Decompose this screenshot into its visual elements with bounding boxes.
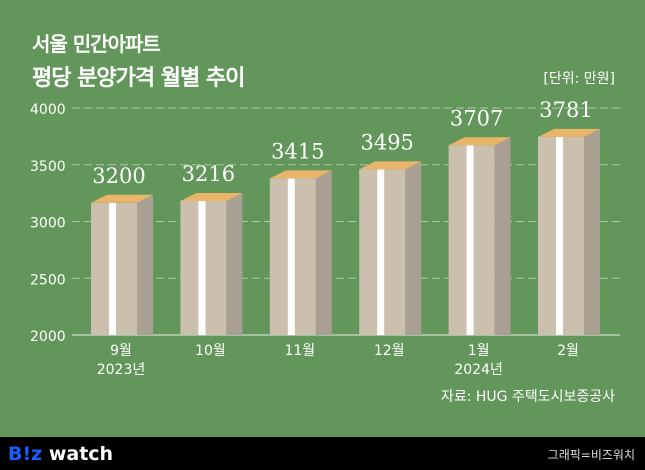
bar-side [226, 192, 243, 335]
bar-band [556, 136, 563, 335]
data-label: 3707 [450, 106, 503, 130]
bar-side [137, 194, 153, 335]
bar-top [91, 194, 153, 203]
y-tick-label: 2500 [30, 272, 66, 288]
bar-side [494, 137, 511, 335]
y-tick-label: 4000 [30, 102, 66, 118]
source-note: 자료: HUG 주택도시보증공사 [440, 389, 615, 405]
bar-top [538, 128, 600, 137]
unit-label: [단위: 만원] [543, 71, 615, 87]
bar-side [584, 128, 600, 335]
x-year-label: 2023년 [97, 362, 146, 378]
bizwatch-logo: B!z watch [8, 443, 114, 465]
y-tick-label: 3500 [30, 159, 66, 175]
x-tick-label: 2월 [557, 343, 579, 359]
data-label: 3781 [539, 98, 592, 122]
data-label: 3200 [92, 164, 145, 188]
x-year-label: 2024년 [454, 362, 503, 378]
data-label: 3216 [182, 162, 235, 186]
x-tick-label: 12월 [374, 343, 405, 359]
x-tick-label: 10월 [195, 343, 226, 359]
graphic-credit: 그래픽=비즈워치 [547, 448, 635, 462]
data-label: 3495 [360, 130, 413, 154]
bar-top [269, 170, 332, 179]
bar-band [466, 145, 474, 335]
chart-title: 서울 민간아파트 [32, 32, 161, 56]
bar-band [287, 178, 295, 335]
footer-bar: B!z watch 그래픽=비즈워치 [0, 437, 645, 470]
bar-top [448, 137, 511, 146]
bar-band [377, 169, 385, 335]
y-tick-label: 2000 [30, 329, 66, 345]
bar-side [315, 170, 332, 335]
bar-chart: 2000 2500 3000 3500 4000 3200 9월 2023년 3216 10월 34… [30, 98, 620, 378]
x-tick-label: 11월 [284, 343, 315, 359]
chart-subtitle: 평당 분양가격 월별 추이 [32, 66, 245, 91]
bar-top [359, 161, 422, 170]
bar-top [180, 192, 243, 201]
bar-band [109, 202, 116, 335]
data-label: 3415 [271, 139, 324, 163]
bar-band [198, 200, 206, 335]
x-tick-label: 9월 [110, 343, 132, 359]
bar-side [405, 161, 422, 335]
x-tick-label: 1월 [468, 343, 490, 359]
y-tick-label: 3000 [30, 216, 66, 232]
